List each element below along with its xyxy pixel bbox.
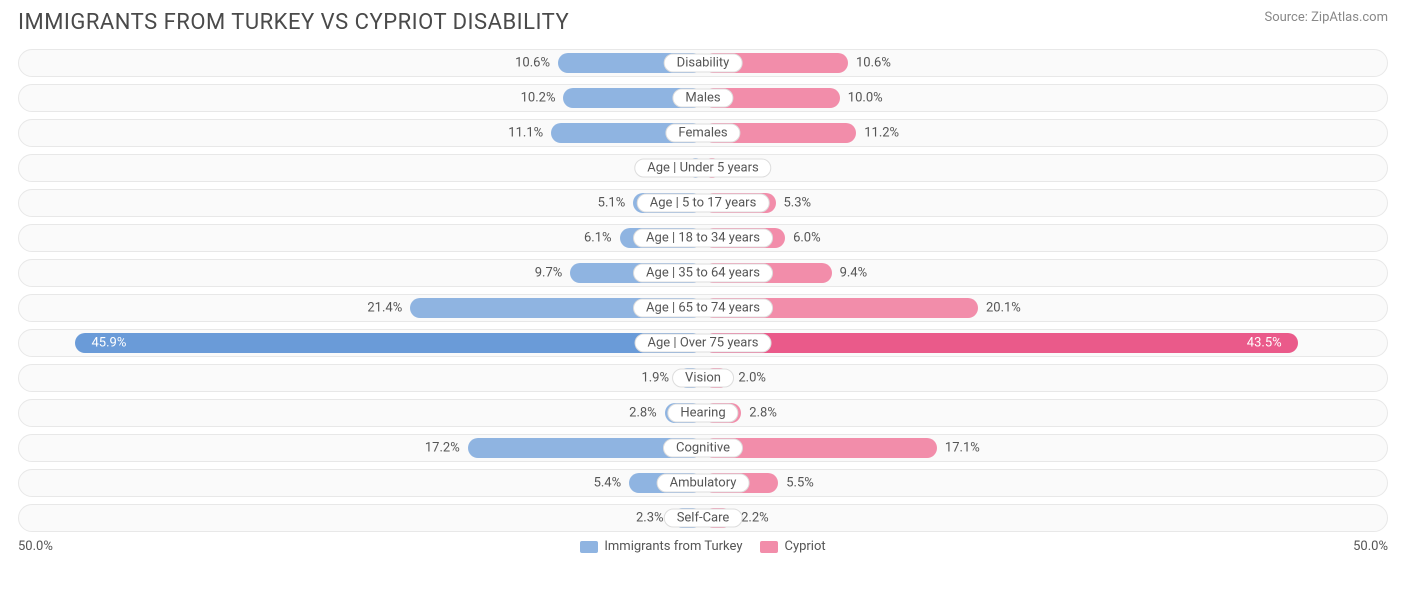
value-right: 6.0% bbox=[793, 231, 821, 246]
value-left: 10.6% bbox=[515, 56, 550, 71]
value-left: 2.8% bbox=[629, 406, 657, 421]
chart-area: 10.6% 10.6% Disability 10.2% 10.0% Males 11.1%… bbox=[18, 49, 1388, 532]
chart-row: 1.9% 2.0% Vision bbox=[18, 364, 1388, 392]
chart-row: 9.7% 9.4% Age | 35 to 64 years bbox=[18, 259, 1388, 287]
value-right: 2.8% bbox=[749, 406, 777, 421]
category-label: Disability bbox=[664, 54, 743, 73]
chart-row: 11.1% 11.2% Females bbox=[18, 119, 1388, 147]
chart-row: 5.1% 5.3% Age | 5 to 17 years bbox=[18, 189, 1388, 217]
chart-row: 5.4% 5.5% Ambulatory bbox=[18, 469, 1388, 497]
value-left: 11.1% bbox=[508, 126, 543, 141]
chart-row: 17.2% 17.1% Cognitive bbox=[18, 434, 1388, 462]
legend-item-cypriot: Cypriot bbox=[760, 539, 825, 554]
category-label: Vision bbox=[672, 369, 734, 388]
chart-row: 45.9% 43.5% Age | Over 75 years bbox=[18, 329, 1388, 357]
category-label: Cognitive bbox=[663, 439, 743, 458]
category-label: Males bbox=[672, 89, 733, 108]
value-left: 5.1% bbox=[598, 196, 626, 211]
legend-label-cypriot: Cypriot bbox=[784, 539, 825, 554]
legend-swatch-turkey bbox=[580, 541, 598, 553]
legend: Immigrants from Turkey Cypriot bbox=[580, 539, 825, 554]
value-right: 2.0% bbox=[738, 371, 766, 386]
value-right: 20.1% bbox=[986, 301, 1021, 316]
category-label: Females bbox=[665, 124, 740, 143]
bar-left bbox=[75, 333, 703, 353]
value-left: 6.1% bbox=[584, 231, 612, 246]
chart-title: IMMIGRANTS FROM TURKEY VS CYPRIOT DISABI… bbox=[18, 10, 569, 35]
legend-label-turkey: Immigrants from Turkey bbox=[604, 539, 742, 554]
category-label: Age | 35 to 64 years bbox=[633, 264, 773, 283]
category-label: Age | Over 75 years bbox=[635, 334, 772, 353]
legend-item-turkey: Immigrants from Turkey bbox=[580, 539, 742, 554]
chart-row: 1.1%1.3%Age | Under 5 years bbox=[18, 154, 1388, 182]
value-left: 2.3% bbox=[636, 511, 664, 526]
value-right: 10.0% bbox=[848, 91, 883, 106]
value-right: 11.2% bbox=[864, 126, 899, 141]
category-label: Self-Care bbox=[664, 509, 743, 528]
legend-swatch-cypriot bbox=[760, 541, 778, 553]
value-left: 21.4% bbox=[367, 301, 402, 316]
value-right: 10.6% bbox=[856, 56, 891, 71]
axis-right-max: 50.0% bbox=[1353, 539, 1388, 554]
value-left: 9.7% bbox=[535, 266, 563, 281]
category-label: Age | 18 to 34 years bbox=[633, 229, 773, 248]
category-label: Age | Under 5 years bbox=[634, 159, 771, 178]
value-right: 43.5% bbox=[1247, 336, 1282, 351]
value-right: 2.2% bbox=[741, 511, 769, 526]
value-right: 5.3% bbox=[784, 196, 812, 211]
source-label: Source: ZipAtlas.com bbox=[1264, 10, 1388, 25]
category-label: Age | 5 to 17 years bbox=[637, 194, 770, 213]
chart-row: 2.3% 2.2%Self-Care bbox=[18, 504, 1388, 532]
value-right: 9.4% bbox=[840, 266, 868, 281]
value-left: 10.2% bbox=[521, 91, 556, 106]
axis-left-max: 50.0% bbox=[18, 539, 53, 554]
value-left: 5.4% bbox=[594, 476, 622, 491]
category-label: Age | 65 to 74 years bbox=[633, 299, 773, 318]
category-label: Ambulatory bbox=[657, 474, 750, 493]
value-right: 5.5% bbox=[786, 476, 814, 491]
chart-row: 10.2% 10.0% Males bbox=[18, 84, 1388, 112]
value-left: 1.9% bbox=[641, 371, 669, 386]
bar-right bbox=[703, 333, 1298, 353]
category-label: Hearing bbox=[667, 404, 738, 423]
value-left: 17.2% bbox=[425, 441, 460, 456]
value-left: 45.9% bbox=[92, 336, 127, 351]
chart-row: 21.4% 20.1% Age | 65 to 74 years bbox=[18, 294, 1388, 322]
chart-row: 10.6% 10.6% Disability bbox=[18, 49, 1388, 77]
value-right: 17.1% bbox=[945, 441, 980, 456]
chart-row: 2.8% 2.8% Hearing bbox=[18, 399, 1388, 427]
chart-row: 6.1% 6.0% Age | 18 to 34 years bbox=[18, 224, 1388, 252]
